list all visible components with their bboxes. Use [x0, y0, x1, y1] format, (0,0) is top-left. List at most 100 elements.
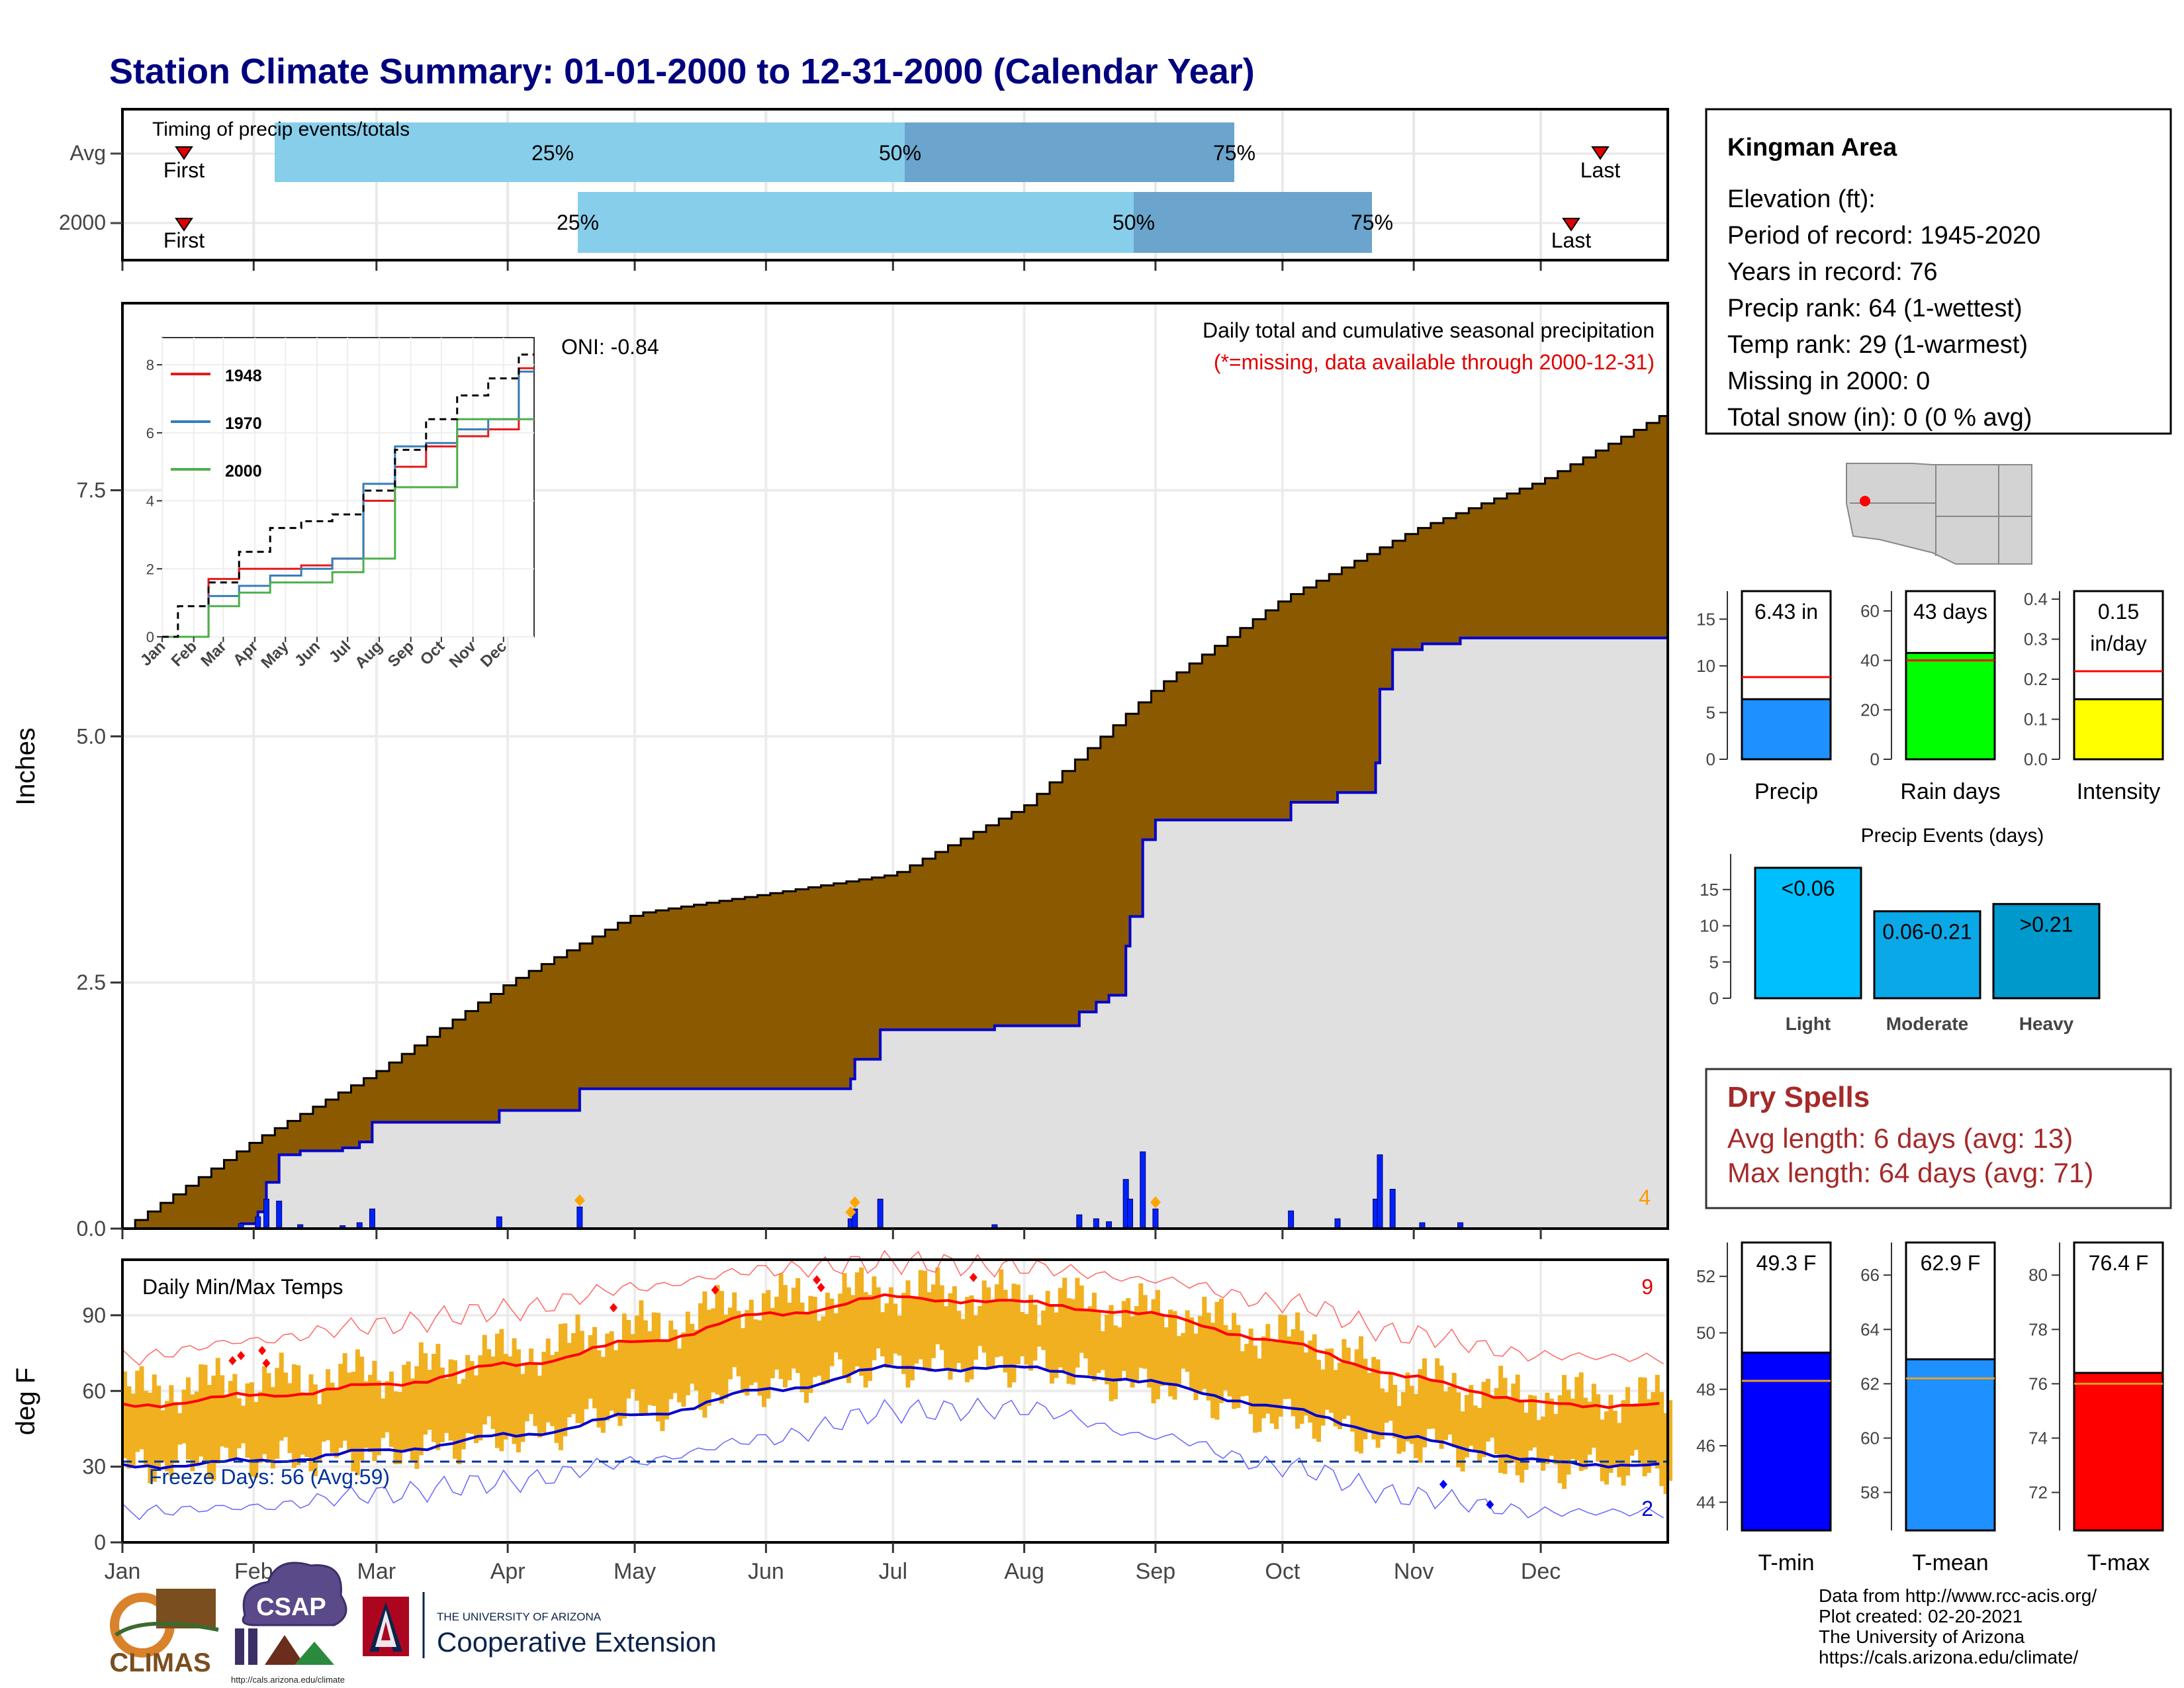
record-high-marker [817, 1282, 825, 1292]
daily-precip-bars [238, 1151, 1464, 1229]
station-period: Period of record: 1945-2020 [1727, 222, 2040, 250]
daily-temp-bar [452, 1360, 457, 1459]
daily-temp-bar [347, 1372, 352, 1452]
avg-p75-label: 75% [1213, 141, 1255, 165]
daily-temp-bar [741, 1328, 745, 1393]
daily-temp-bar [1515, 1374, 1520, 1476]
daily-temp-bar [821, 1316, 826, 1385]
daily-temp-bar [1227, 1329, 1232, 1397]
station-info-box: Kingman Area Elevation (ft): Period of r… [1705, 108, 2172, 435]
daily-temp-bar [1324, 1348, 1330, 1410]
daily-temp-bar [1206, 1313, 1211, 1401]
record-high-marker [813, 1275, 821, 1285]
daily-temp-bar [427, 1370, 432, 1430]
daily-temp-bar [164, 1401, 169, 1472]
daily-precip-bar [1377, 1154, 1383, 1229]
daily-temp-bar [439, 1367, 445, 1442]
avg-first-marker [175, 146, 193, 160]
daily-temp-bar [1232, 1313, 1237, 1409]
y2000-last-marker [1562, 218, 1580, 232]
daily-temp-bar [639, 1300, 644, 1416]
daily-temp-bar [1443, 1391, 1448, 1440]
daily-temp-bar [854, 1272, 860, 1367]
daily-temp-bar [1375, 1359, 1381, 1448]
station-location-dot [1860, 496, 1870, 506]
summary-precip-bar [1741, 698, 1832, 761]
daily-temp-bar [1524, 1413, 1529, 1470]
temp-t-min-label: T-min [1758, 1550, 1815, 1575]
temp-t-mean-ytick: 62 [1860, 1374, 1880, 1393]
daily-temp-bar [969, 1295, 974, 1380]
daily-temp-bar [999, 1269, 1004, 1356]
daily-temp-bar [139, 1366, 144, 1450]
daily-temp-bar [1105, 1314, 1110, 1385]
daily-temp-bar [1176, 1336, 1181, 1385]
summary-intensity-label: Intensity [2077, 779, 2161, 804]
daily-temp-bar [605, 1333, 610, 1421]
record-high-marker [610, 1303, 618, 1313]
precip-ytick: 2.5 [77, 970, 106, 994]
daily-temp-bar [859, 1267, 864, 1376]
y2000-p50-label: 50% [1113, 211, 1155, 234]
daily-temp-bar [923, 1270, 928, 1369]
daily-temp-bar [1278, 1314, 1283, 1417]
daily-temp-bar [1354, 1349, 1359, 1452]
daily-temp-bar [1130, 1316, 1135, 1388]
month-tick-sep: Sep [1136, 1559, 1176, 1584]
daily-temp-bar [1384, 1392, 1389, 1423]
daily-temp-bar [1587, 1401, 1592, 1455]
month-tick-dec: Dec [1521, 1559, 1561, 1584]
daily-temp-bar [1295, 1312, 1300, 1429]
daily-temp-bar [173, 1401, 178, 1464]
station-years: Years in record: 76 [1727, 258, 1938, 286]
daily-temp-bar [1193, 1333, 1199, 1400]
daily-temp-bar [1536, 1420, 1541, 1462]
cold-count-label: 2 [1641, 1497, 1653, 1521]
summary-intensity-ytick: 0.0 [2024, 749, 2048, 769]
temp-t-min: 44 46 48 50 52 49.3 F T-min [1696, 1241, 1832, 1575]
ua-small-text: THE UNIVERSITY OF ARIZONA [437, 1611, 602, 1623]
event-bar-label-light: <0.06 [1782, 876, 1835, 900]
daily-temp-bar [397, 1391, 402, 1464]
daily-temp-bar [304, 1393, 310, 1458]
daily-temp-bar [787, 1302, 792, 1381]
daily-temp-bar [757, 1320, 762, 1396]
daily-temp-bar [1625, 1387, 1631, 1476]
daily-temp-bar [486, 1349, 492, 1417]
daily-temp-bar [1223, 1325, 1228, 1391]
daily-temp-bar [897, 1315, 902, 1356]
daily-temp-bar [410, 1378, 416, 1463]
summary-precip-label: Precip [1754, 779, 1818, 804]
daily-temp-bar [872, 1276, 877, 1360]
month-tick-feb: Feb [234, 1559, 273, 1584]
daily-temp-bar [672, 1329, 678, 1393]
daily-temp-bar [715, 1285, 720, 1395]
temp-t-mean-ytick: 60 [1860, 1428, 1880, 1448]
daily-temp-bar [1320, 1369, 1326, 1426]
daily-temp-bar [1168, 1309, 1173, 1397]
daily-temp-bar [478, 1355, 483, 1441]
daily-temp-bar [863, 1291, 868, 1387]
temp-title: Daily Min/Max Temps [142, 1275, 343, 1299]
daily-temp-bar [414, 1366, 420, 1469]
daily-temp-bar [1451, 1372, 1457, 1448]
daily-temp-bar [1655, 1374, 1660, 1469]
heavy-event-marker [845, 1206, 856, 1219]
daily-temp-bar [402, 1364, 407, 1453]
daily-temp-bar [1388, 1374, 1393, 1421]
daily-temp-bar [1456, 1392, 1461, 1468]
summary-precip-ytick: 10 [1696, 656, 1715, 676]
daily-temp-bar [1142, 1295, 1148, 1369]
daily-temp-bar [372, 1360, 377, 1462]
daily-temp-bar [1079, 1285, 1084, 1353]
daily-temp-bar [909, 1297, 915, 1381]
daily-temp-bar [1265, 1324, 1271, 1414]
summary-precip-ytick: 5 [1706, 702, 1715, 722]
daily-precip-bar [1140, 1151, 1146, 1229]
daily-temp-bar [512, 1338, 517, 1444]
daily-temp-bar [1367, 1372, 1372, 1432]
summary-rain-days-ytick: 20 [1860, 700, 1880, 720]
summary-precip-ytick: 15 [1696, 609, 1715, 629]
station-snow: Total snow (in): 0 (0 % avg) [1727, 404, 2032, 432]
daily-temp-bar [1015, 1284, 1021, 1364]
